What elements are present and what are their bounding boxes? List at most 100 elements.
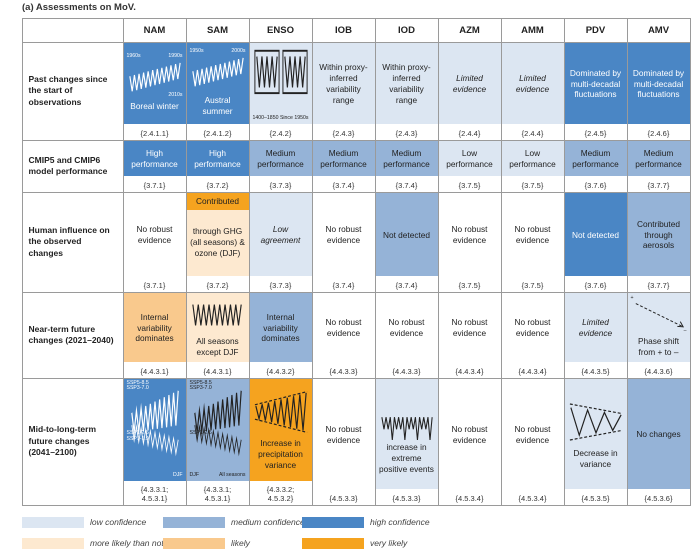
reference: {3.7.6} (584, 180, 607, 190)
reference: {2.4.5} (584, 128, 607, 138)
sketch-drawing (128, 63, 181, 92)
cell: Low performance {3.7.5} (437, 139, 502, 193)
sketch-label-line: SSP3-7.0 (189, 384, 212, 391)
sketch: + – (630, 295, 688, 334)
row-label: Near-term future changes (2021–2040) (21, 291, 124, 379)
column-header: SAM (185, 17, 250, 43)
cell-text: No robust evidence (325, 224, 362, 245)
cell-fill: Limited evidence (564, 292, 627, 362)
cell-text: No robust evidence (325, 317, 362, 338)
cell-text: Contributed through aerosols (637, 218, 680, 251)
cell: Not detected {3.7.4} (374, 191, 439, 293)
cell-text: High performance (194, 148, 241, 169)
cell-text: No robust evidence (136, 224, 173, 245)
reference: {3.7.5} (458, 180, 481, 190)
cell-text: Limited evidence (515, 73, 550, 94)
reference: {3.7.7} (647, 180, 670, 190)
cell: SSP5-8.5 SSP3-7.0 All seasons SSP1-2.6 DJF {4… (185, 377, 250, 506)
reference: {3.7.4} (332, 180, 355, 190)
cell-fill: No robust evidence (313, 193, 375, 276)
cell-fill: No robust evidence (376, 293, 438, 362)
sketch-label-line: SSP1-2.6 (126, 430, 149, 437)
sketch-label: 1990s (168, 53, 182, 59)
cell-text: Medium performance (320, 148, 367, 169)
sketch-drawing (635, 303, 684, 328)
reference: {3.7.1} (143, 180, 166, 190)
reference: {2.4.1.1} (140, 128, 169, 138)
cell: No robust evidence {4.4.3.3} (311, 291, 376, 379)
cell-fill: Not detected (564, 192, 627, 276)
legend-label: medium confidence (231, 517, 305, 527)
cell: No robust evidence {3.7.5} (437, 191, 502, 293)
reference: {3.7.5} (521, 280, 544, 290)
reference: {2.4.4} (458, 128, 481, 138)
reference: {2.4.4} (521, 128, 544, 138)
sketch-label-line: SSP1-1.9 (126, 435, 149, 442)
cell-text: No robust evidence (514, 224, 551, 245)
cell: Increase in precipitation variance {4.3.3… (248, 377, 313, 506)
sketch-label-line: DJF (172, 472, 183, 479)
cell-text: Boreal winter (130, 100, 179, 111)
sketch-line (380, 417, 433, 441)
reference: {4.4.3.3} (329, 366, 358, 376)
cell: Limited evidence {2.4.4} (500, 41, 565, 141)
legend-label: likely (231, 538, 250, 548)
sketch-drawing (191, 57, 244, 87)
sketch-label: + (631, 295, 634, 301)
reference: {4.4.3.5} (581, 366, 610, 376)
cell-fill: 1960s 1990s 2010s Boreal winter (123, 42, 186, 124)
sketch-box (281, 49, 308, 94)
legend-label: very likely (370, 538, 408, 548)
column-header: PDV (563, 17, 628, 43)
sketch-label: SSP5-8.5 SSP3-7.0 (127, 380, 149, 392)
title: (a) Assessments on MoV. (22, 2, 136, 13)
sketch-label: SSP5-8.5 SSP3-7.0 (189, 380, 212, 392)
sketch-line (255, 55, 278, 88)
cell: No robust evidence {4.5.3.4} (437, 377, 502, 506)
cell: Limited evidence {4.4.3.5} (563, 291, 628, 379)
sketch-drawing (253, 49, 308, 94)
cell-text: No robust evidence (514, 317, 551, 338)
sketch-label-line: – (683, 327, 687, 334)
reference: {4.4.3.4} (518, 366, 547, 376)
cell-fill: Medium performance (249, 140, 312, 176)
legend-label: more likely than not (90, 538, 164, 548)
reference: {4.3.3.1; 4.5.3.1} (203, 485, 232, 503)
cell: Dominated by multi-decadal fluctuations {… (563, 41, 628, 141)
sketch: 1400–1850 Since 1950s (252, 45, 310, 122)
sketch-label-line: 1950s (189, 47, 204, 54)
cell-text: Within proxy-inferred variability range (382, 62, 431, 105)
cell-text: Dominated by multi-decadal fluctuations (632, 67, 685, 100)
reference: {4.5.3.3} (329, 493, 358, 503)
cell-fill: Medium performance (312, 140, 375, 176)
reference: {4.5.3.4} (518, 493, 547, 503)
cell-text: Limited evidence (578, 317, 613, 338)
cell: Medium performance {3.7.7} (626, 139, 691, 193)
cell-text: No robust evidence (388, 317, 425, 338)
sketch-box (253, 49, 280, 94)
cell-fill: High performance (123, 140, 186, 176)
sketch: 1950s 2000s (189, 47, 247, 94)
cell-fill: Within proxy-inferred variability range (312, 42, 375, 124)
row-label: CMIP5 and CMIP6 model performance (21, 139, 124, 193)
cell-fill: No robust evidence (439, 193, 501, 276)
cell-text: High performance (131, 148, 178, 169)
reference: {3.7.2} (206, 280, 229, 290)
cell-text: Low performance (509, 148, 556, 169)
sketch-line (254, 393, 307, 431)
cell: 1950s 2000s Austral summer {2.4.1.2} (185, 41, 250, 141)
cell-text: Not detected (382, 229, 431, 240)
cell-fill: + – Phase shift from + to – (627, 292, 690, 362)
cell: Contributed through GHG (all seasons) & o… (185, 191, 250, 293)
cell-fill: Within proxy-inferred variability range (375, 42, 438, 124)
cell-text: No robust evidence (451, 423, 488, 445)
cell-text: No robust evidence (325, 423, 362, 445)
reference: {4.4.3.2} (266, 366, 295, 376)
cell: Medium performance {3.7.4} (311, 139, 376, 193)
sketch-label: 1400–1850 (253, 115, 279, 121)
reference: {3.7.4} (395, 180, 418, 190)
sketch-label: SSP1-2.6 SSP1-1.9 (126, 430, 149, 442)
sketch-label: 2010s (168, 92, 182, 98)
cell: High performance {3.7.2} (185, 139, 250, 193)
cell-fill: Decrease in variance (564, 378, 627, 489)
